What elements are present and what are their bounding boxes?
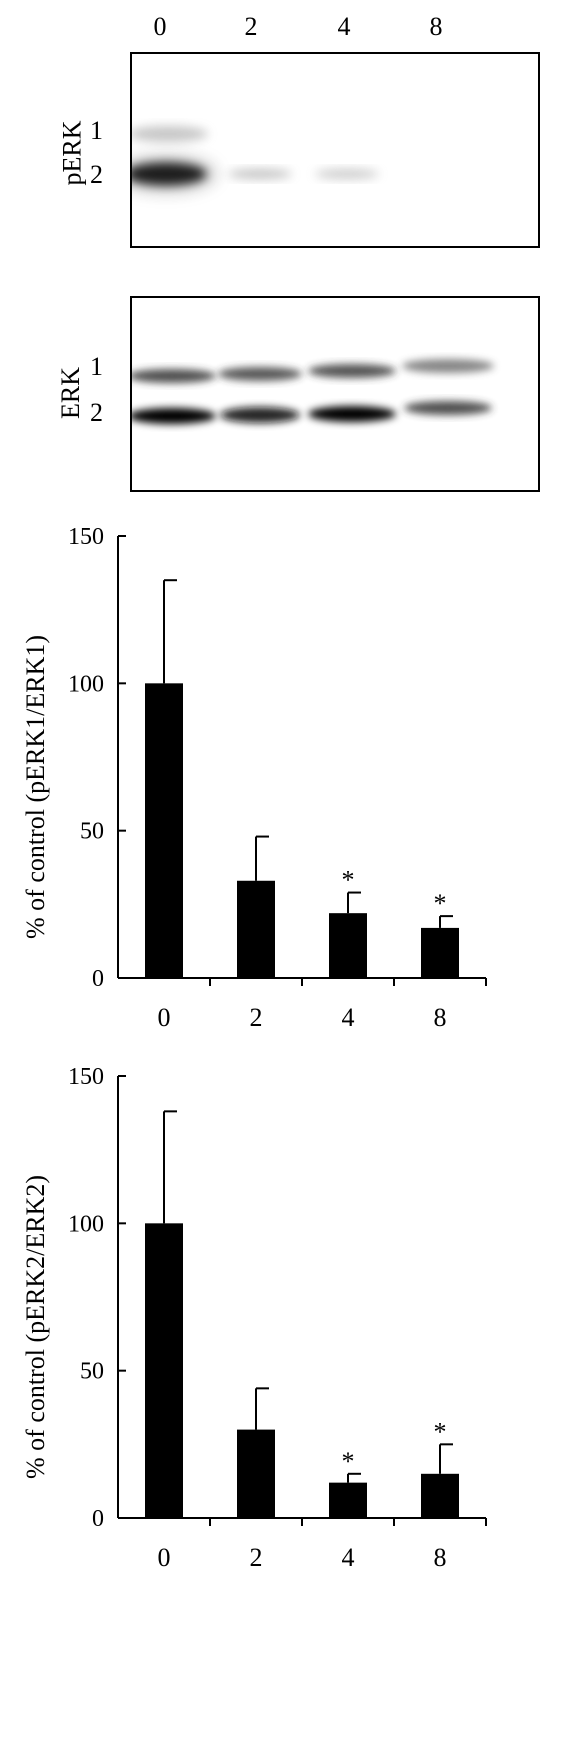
y-tick-label: 0 [92,1506,104,1532]
perk-blot-label: pERK [57,120,87,186]
chart-perk1-erk1-svg: 0 50 100 150 0 2 * 4 * 8 % of control (pERK1/ERK1) [21,524,487,1032]
chart-perk1-erk1: 0 50 100 150 0 2 * 4 * 8 % of control (pERK1/ERK1) [0,520,566,1040]
y-tick-label: 100 [68,671,104,697]
x-tick-label: 8 [434,1003,447,1032]
lane-label-0: 0 [153,12,167,41]
erk-band-1-label: 1 [90,352,103,381]
bar [329,913,367,978]
bar [237,880,275,978]
significance-marker: * [434,889,447,918]
x-tick-label: 8 [434,1543,447,1572]
erk-blot-image [130,296,540,492]
chart-perk2-erk2-svg: 0 50 100 150 0 2 * 4 * 8 % of control (pERK2/ERK2) [21,1064,487,1572]
erk-blot-label: ERK [56,367,85,419]
y-axis-label: % of control (pERK2/ERK2) [21,1175,50,1479]
bar [237,1429,275,1518]
y-tick-label: 100 [68,1211,104,1237]
bar [145,1223,183,1518]
erk2-band-lane4 [308,406,396,422]
erk1-band-lane4 [308,364,396,378]
erk2-band-lane0 [132,408,216,424]
x-tick-label: 2 [250,1003,263,1032]
significance-marker: * [434,1417,447,1446]
x-tick-label: 0 [158,1543,171,1572]
erk2-band-lane2 [220,407,300,423]
x-tick-label: 4 [342,1543,355,1572]
perk2-band-lane4 [315,169,379,179]
y-axis-label: % of control (pERK1/ERK1) [21,635,50,939]
erk1-band-lane2 [218,367,302,381]
perk2-band-lane2 [228,169,292,179]
significance-marker: * [342,1447,355,1476]
perk1-band-lane0 [132,126,208,142]
erk-band-2-label: 2 [90,398,103,427]
erk2-band-lane8 [404,401,492,415]
erk1-band-lane8 [402,359,494,373]
perk-band-1-label: 1 [90,116,103,145]
y-tick-label: 150 [68,1064,104,1090]
bar [329,1482,367,1518]
y-tick-label: 50 [80,1359,104,1385]
lane-label-8: 8 [429,12,443,41]
lane-label-2: 2 [244,12,258,41]
y-tick-label: 0 [92,966,104,992]
lane-label-4: 4 [337,12,351,41]
x-tick-label: 4 [342,1003,355,1032]
perk-band-2-label: 2 [90,160,103,189]
bar [421,927,459,978]
x-tick-label: 0 [158,1003,171,1032]
y-tick-label: 50 [80,819,104,845]
y-tick-label: 150 [68,524,104,550]
erk1-band-lane0 [132,369,216,383]
chart-perk2-erk2: 0 50 100 150 0 2 * 4 * 8 % of control (pERK2/ERK2) [0,1060,566,1758]
bar [145,683,183,978]
significance-marker: * [342,866,355,895]
bar [421,1473,459,1518]
x-tick-label: 2 [250,1543,263,1572]
perk-blot-image [130,52,540,248]
